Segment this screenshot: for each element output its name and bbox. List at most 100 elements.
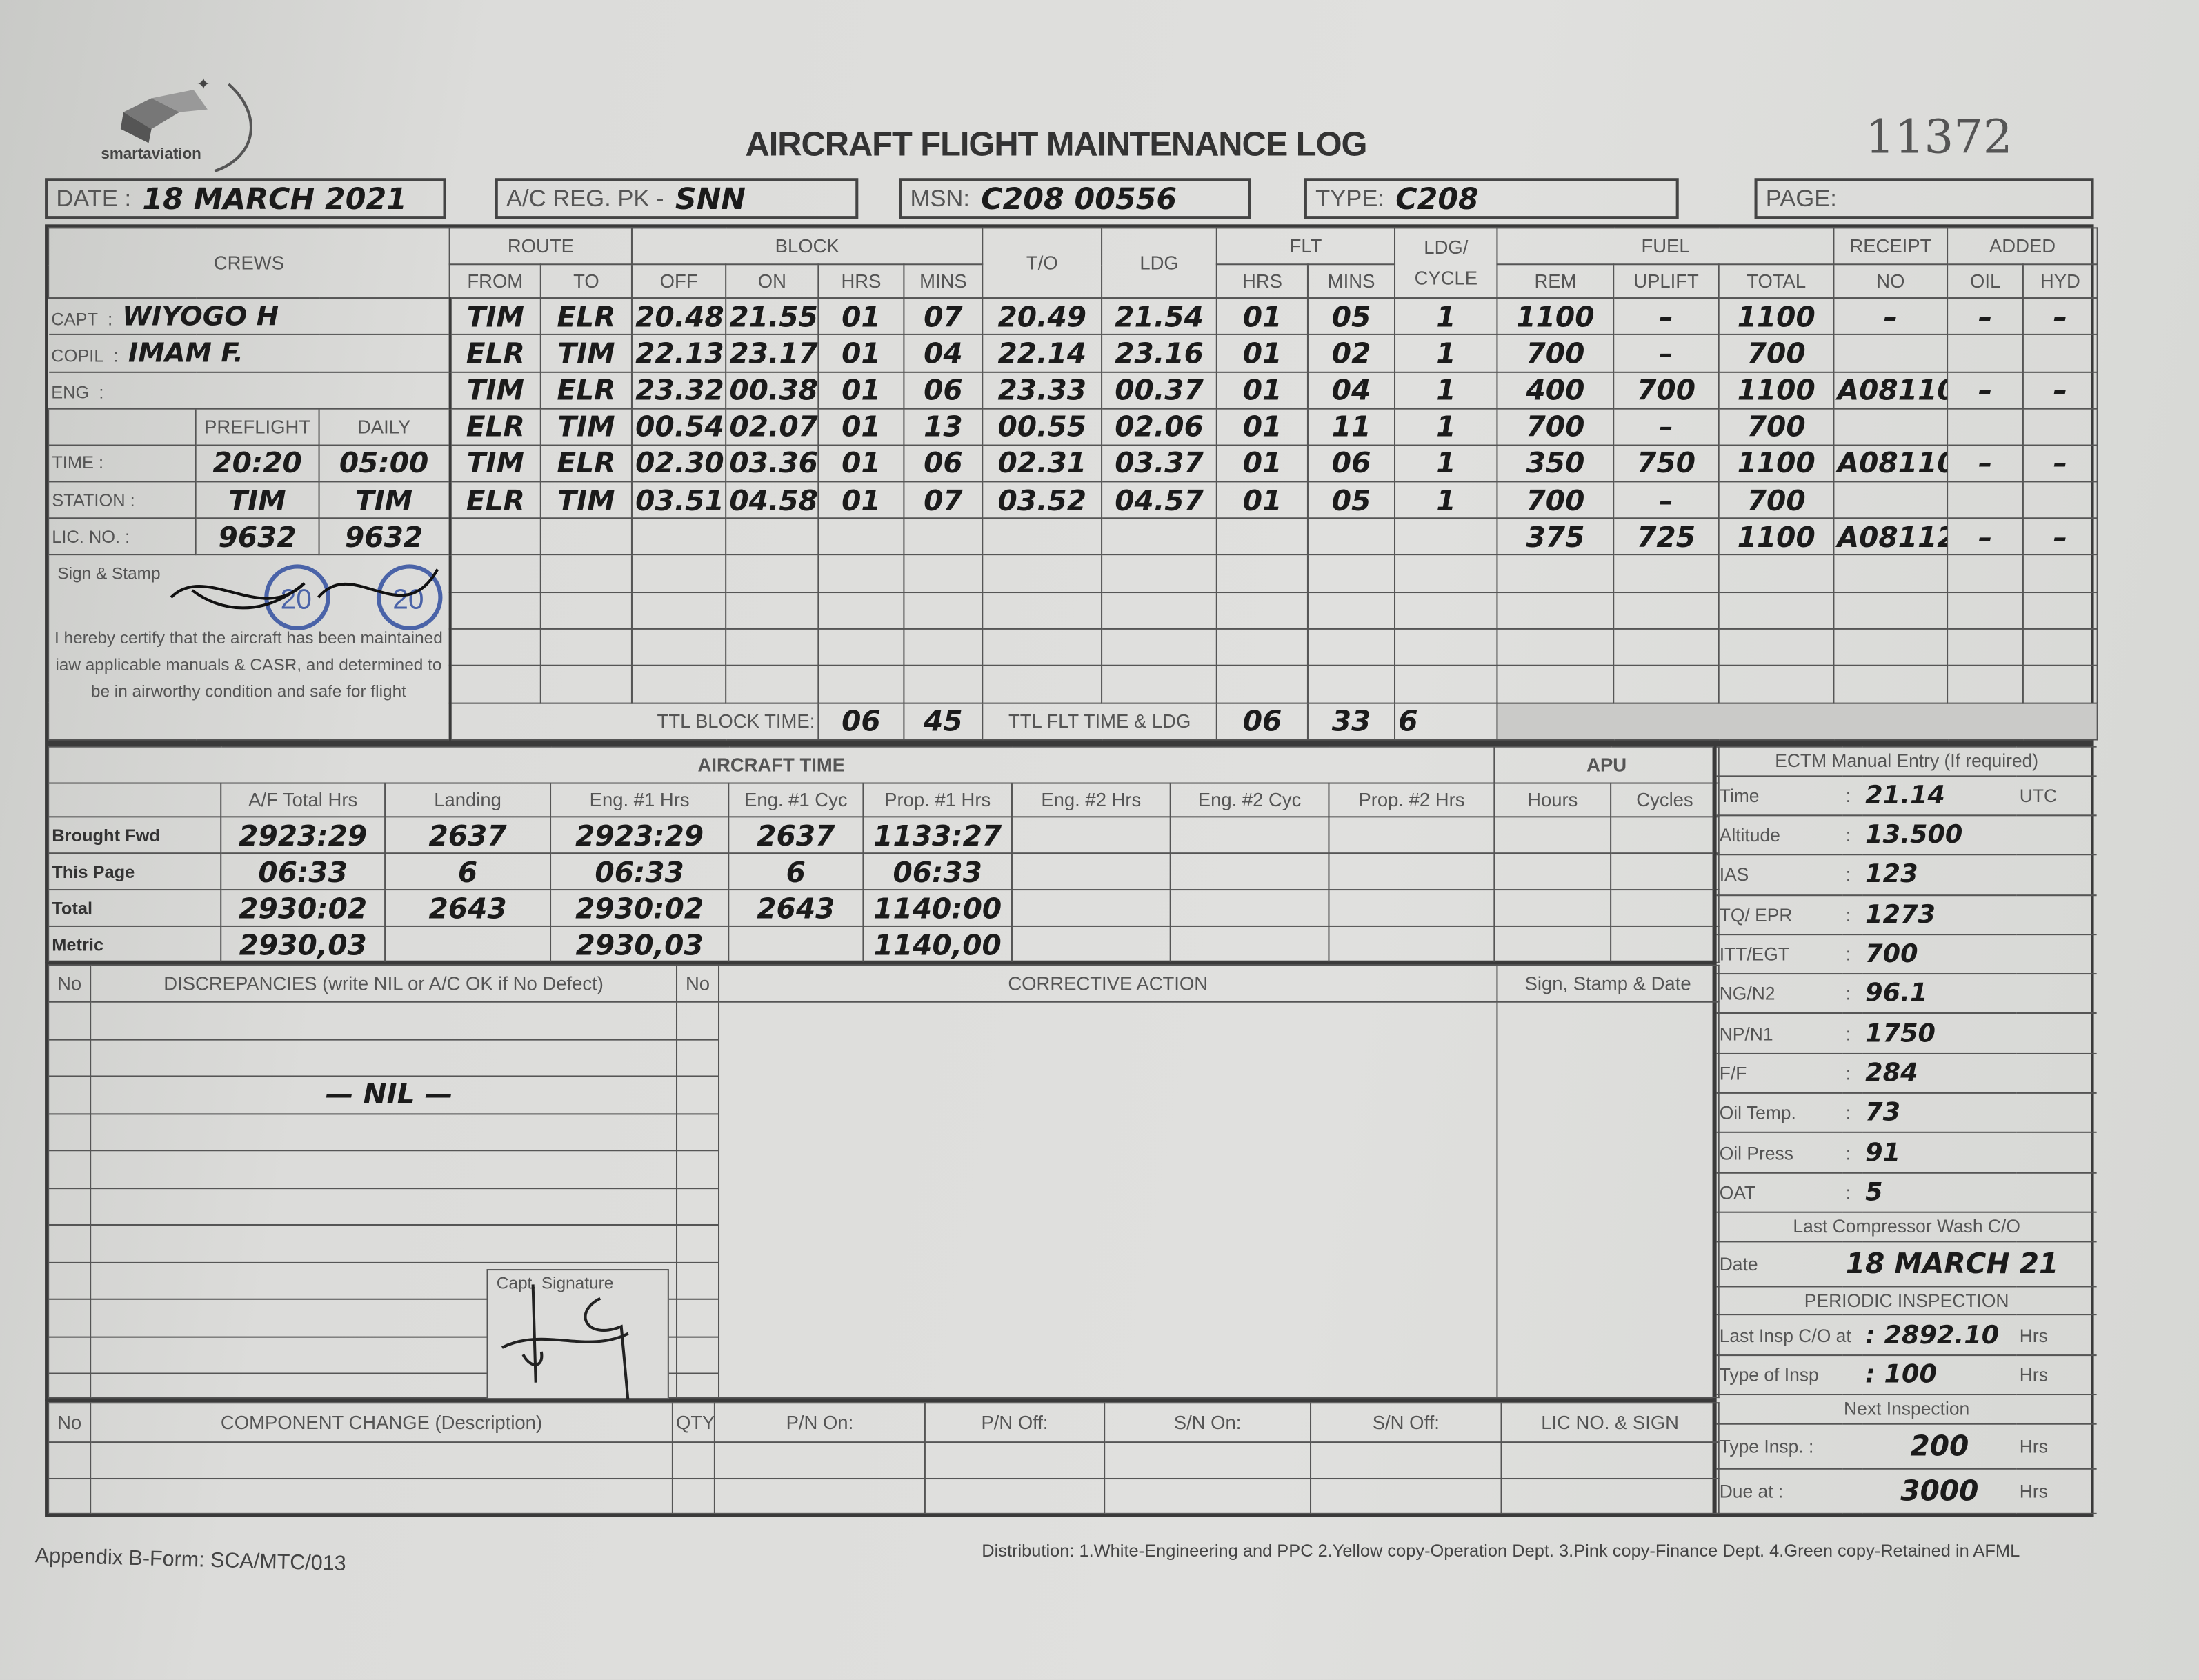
- flight-cell[interactable]: 700: [1496, 481, 1615, 519]
- crew-copil[interactable]: COPIL : IMAM F.: [48, 334, 451, 372]
- flight-cell[interactable]: [725, 554, 819, 593]
- time-value[interactable]: 06:33: [550, 852, 730, 891]
- wash-date-value[interactable]: 18 MARCH 21: [1842, 1240, 2097, 1288]
- flight-cell[interactable]: [1101, 591, 1217, 630]
- flight-cell[interactable]: [631, 517, 727, 556]
- flight-cell[interactable]: 01: [817, 334, 905, 372]
- flight-cell[interactable]: 1: [1394, 297, 1498, 336]
- flight-cell[interactable]: [903, 554, 984, 593]
- flight-cell[interactable]: [539, 591, 633, 630]
- flight-cell[interactable]: 700: [1496, 334, 1615, 372]
- flight-cell[interactable]: 1100: [1718, 517, 1835, 556]
- time-value[interactable]: [1011, 925, 1171, 963]
- flight-cell[interactable]: 02.06: [1101, 408, 1217, 446]
- flight-cell[interactable]: 02.07: [725, 408, 819, 446]
- flight-cell[interactable]: [1307, 665, 1396, 703]
- flight-cell[interactable]: [817, 665, 905, 703]
- flight-cell[interactable]: [1394, 665, 1498, 703]
- crew-eng[interactable]: ENG :: [48, 370, 451, 410]
- flight-cell[interactable]: [1215, 628, 1309, 667]
- flight-cell[interactable]: [2022, 665, 2098, 703]
- flight-cell[interactable]: 01: [1215, 334, 1309, 372]
- ectm-value[interactable]: 21.14: [1862, 774, 2017, 817]
- ectm-value[interactable]: 96.1: [1862, 973, 2017, 1014]
- time-value[interactable]: 2637: [384, 816, 552, 854]
- flight-cell[interactable]: 02: [1307, 334, 1396, 372]
- flight-cell[interactable]: 23.33: [982, 370, 1103, 410]
- flight-cell[interactable]: 700: [1718, 408, 1835, 446]
- flight-cell[interactable]: [539, 554, 633, 593]
- flight-cell[interactable]: [1496, 628, 1615, 667]
- flight-cell[interactable]: 350: [1496, 444, 1615, 483]
- flight-cell[interactable]: 1100: [1496, 297, 1615, 336]
- date-field[interactable]: DATE : 18 MARCH 2021: [45, 178, 446, 219]
- capt-signature-box[interactable]: Capt. Signature: [486, 1269, 669, 1401]
- flight-cell[interactable]: A081102: [1833, 444, 1949, 483]
- flight-cell[interactable]: [1215, 591, 1309, 630]
- flight-cell[interactable]: [1101, 628, 1217, 667]
- ectm-value[interactable]: 91: [1862, 1132, 2017, 1174]
- flight-cell[interactable]: 00.55: [982, 408, 1103, 446]
- component-cell[interactable]: [1500, 1441, 1720, 1479]
- flight-cell[interactable]: [1833, 628, 1949, 667]
- component-cell[interactable]: [1500, 1477, 1720, 1514]
- flight-cell[interactable]: 07: [903, 297, 984, 336]
- flight-cell[interactable]: [1947, 334, 2024, 372]
- time-value[interactable]: [1493, 925, 1612, 963]
- time-value[interactable]: [1610, 816, 1720, 854]
- flight-cell[interactable]: [817, 628, 905, 667]
- flight-cell[interactable]: 20.49: [982, 297, 1103, 336]
- flight-cell[interactable]: 13: [903, 408, 984, 446]
- flight-cell[interactable]: 03.37: [1101, 444, 1217, 483]
- flight-cell[interactable]: [1833, 554, 1949, 593]
- time-value[interactable]: [1328, 816, 1495, 854]
- time-value[interactable]: 2930:02: [220, 889, 386, 927]
- flight-cell[interactable]: –: [1613, 408, 1720, 446]
- time-value[interactable]: 2643: [728, 889, 864, 927]
- flight-cell[interactable]: 04: [1307, 370, 1396, 410]
- flight-cell[interactable]: 04: [903, 334, 984, 372]
- ectm-value[interactable]: 13.500: [1862, 814, 2017, 856]
- time-value[interactable]: [1328, 852, 1495, 891]
- time-value[interactable]: [1493, 889, 1612, 927]
- flight-cell[interactable]: –: [1613, 297, 1720, 336]
- flight-cell[interactable]: ELR: [448, 481, 541, 519]
- flight-cell[interactable]: A081122: [1833, 517, 1949, 556]
- flight-cell[interactable]: 01: [1215, 444, 1309, 483]
- flight-cell[interactable]: [817, 554, 905, 593]
- time-value[interactable]: [1328, 925, 1495, 963]
- ectm-value[interactable]: 700: [1862, 933, 2017, 975]
- flight-cell[interactable]: [448, 517, 541, 556]
- flight-cell[interactable]: [725, 628, 819, 667]
- last-insp-value[interactable]: : 2892.10: [1862, 1314, 2017, 1356]
- flight-cell[interactable]: 01: [1215, 481, 1309, 519]
- flight-cell[interactable]: 03.51: [631, 481, 727, 519]
- flight-cell[interactable]: A081102: [1833, 370, 1949, 410]
- flight-cell[interactable]: [725, 591, 819, 630]
- flight-cell[interactable]: 07: [903, 481, 984, 519]
- flight-cell[interactable]: 21.55: [725, 297, 819, 336]
- flight-cell[interactable]: 20.48: [631, 297, 727, 336]
- ectm-value[interactable]: 73: [1862, 1092, 2017, 1134]
- flight-cell[interactable]: 23.16: [1101, 334, 1217, 372]
- flight-cell[interactable]: 1100: [1718, 297, 1835, 336]
- flight-cell[interactable]: 750: [1613, 444, 1720, 483]
- flight-cell[interactable]: 01: [817, 370, 905, 410]
- flight-cell[interactable]: [539, 628, 633, 667]
- flight-cell[interactable]: 01: [1215, 370, 1309, 410]
- flight-cell[interactable]: 375: [1496, 517, 1615, 556]
- time-value[interactable]: 2930:02: [550, 889, 730, 927]
- flight-cell[interactable]: [1613, 628, 1720, 667]
- time-value[interactable]: [384, 925, 552, 963]
- flight-cell[interactable]: [1833, 591, 1949, 630]
- flight-cell[interactable]: [2022, 554, 2098, 593]
- flight-cell[interactable]: 02.31: [982, 444, 1103, 483]
- flight-cell[interactable]: [2022, 591, 2098, 630]
- flight-cell[interactable]: [1307, 517, 1396, 556]
- flight-cell[interactable]: [982, 665, 1103, 703]
- flight-cell[interactable]: [448, 554, 541, 593]
- flight-cell[interactable]: [1613, 591, 1720, 630]
- flight-cell[interactable]: [1613, 665, 1720, 703]
- flight-cell[interactable]: 1: [1394, 444, 1498, 483]
- flight-cell[interactable]: [1394, 517, 1498, 556]
